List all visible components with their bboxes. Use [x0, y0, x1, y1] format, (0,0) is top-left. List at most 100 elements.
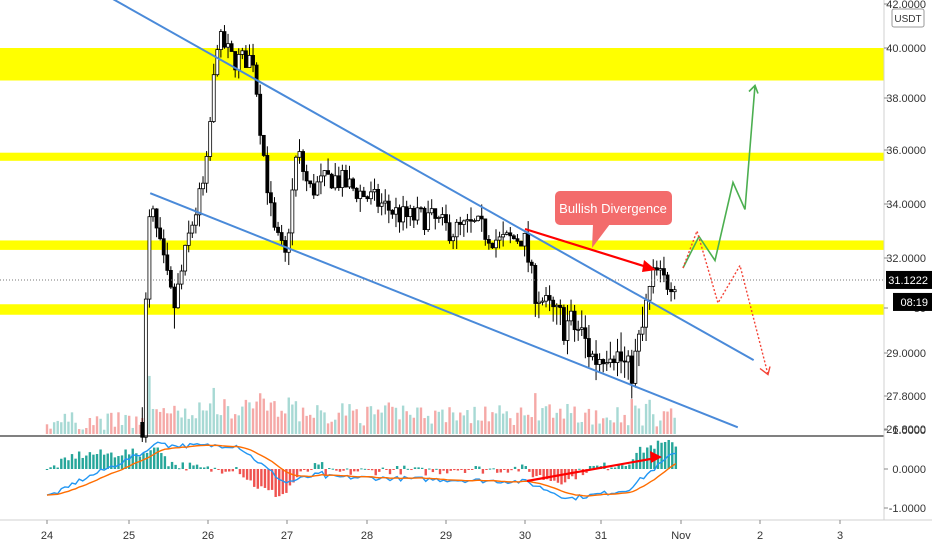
macd-histogram-bar	[403, 465, 406, 469]
volume-bar	[248, 402, 251, 434]
candle-body	[547, 295, 552, 301]
candle-body	[479, 215, 484, 220]
macd-histogram-bar	[260, 469, 263, 487]
candle-body	[397, 207, 402, 223]
candle-body	[168, 269, 173, 288]
candle-body	[490, 242, 495, 249]
bullish-arrowhead	[748, 84, 759, 94]
divergence-arrowhead-macd	[650, 451, 662, 463]
volume-bar	[176, 410, 180, 434]
volume-bar	[644, 403, 648, 434]
candle-body	[336, 175, 341, 189]
volume-bar	[305, 415, 308, 434]
macd-histogram-bar	[181, 462, 184, 469]
candle-body	[243, 50, 248, 68]
volume-bar	[444, 422, 448, 434]
candle-body	[143, 298, 148, 438]
volume-bar	[138, 424, 142, 434]
candle-body	[587, 338, 591, 358]
macd-histogram-bar	[288, 469, 292, 486]
volume-bar	[555, 412, 558, 434]
countdown-tag	[893, 292, 932, 311]
volume-bar	[648, 399, 651, 434]
volume-bar	[369, 406, 373, 434]
macd-histogram-bar	[606, 469, 610, 471]
volume-bar	[351, 410, 355, 434]
annotation-label: Bullish Divergence	[559, 201, 667, 216]
volume-bar	[462, 415, 466, 434]
candle-body	[193, 214, 198, 226]
volume-bar	[223, 399, 226, 434]
macd-histogram-bar	[578, 468, 581, 470]
volume-bar	[634, 405, 637, 434]
macd-histogram-bar	[428, 468, 431, 470]
volume-bar	[569, 413, 573, 434]
candle-body	[447, 222, 452, 242]
candle-body	[183, 244, 188, 272]
volume-bar	[309, 414, 312, 434]
volume-bar	[423, 418, 426, 434]
volume-bar	[88, 418, 92, 434]
volume-bar	[344, 415, 348, 434]
macd-histogram-bar	[456, 469, 460, 471]
macd-histogram-bar	[85, 455, 88, 469]
macd-histogram-bar	[624, 465, 628, 469]
macd-histogram-bar	[170, 461, 174, 469]
candle-body	[294, 156, 298, 191]
macd-histogram-bar	[292, 469, 295, 483]
candle-body	[665, 274, 670, 290]
macd-histogram-bar	[506, 469, 510, 473]
candle-body	[436, 217, 441, 219]
volume-bar	[666, 411, 669, 434]
macd-histogram-bar	[553, 469, 556, 481]
volume-bar	[348, 404, 351, 434]
macd-histogram-bar	[74, 458, 77, 469]
macd-histogram-bar	[603, 462, 606, 469]
candle-body	[519, 240, 523, 247]
candle-body	[451, 236, 456, 242]
time-tick-label: 31	[595, 530, 607, 542]
candle-body	[569, 310, 573, 322]
volume-bar	[291, 404, 294, 434]
volume-bar	[266, 410, 269, 434]
candle-body	[444, 214, 448, 224]
volume-bar	[230, 418, 233, 434]
macd-histogram-bar	[442, 469, 445, 471]
candle-body	[633, 350, 638, 384]
candle-body	[301, 151, 305, 172]
candle-body	[140, 421, 145, 438]
price-tick-label: 34.0000	[886, 199, 926, 211]
macd-histogram-bar	[656, 440, 660, 469]
macd-histogram-bar	[671, 442, 674, 469]
candle-body	[319, 175, 323, 183]
volume-bar	[155, 409, 158, 434]
volume-bar	[605, 417, 608, 434]
candle-body	[158, 227, 163, 240]
macd-histogram-bar	[474, 466, 477, 469]
candle-body	[347, 178, 352, 188]
candle-body	[251, 55, 255, 66]
candle-body	[561, 307, 566, 341]
volume-bar	[258, 393, 262, 434]
macd-histogram-bar	[663, 442, 667, 469]
volume-bar	[673, 417, 676, 434]
candle-body	[408, 208, 413, 218]
macd-histogram-bar	[142, 453, 145, 469]
candle-body	[411, 208, 416, 221]
macd-histogram-bar	[524, 466, 527, 469]
macd-histogram-bar	[328, 468, 331, 470]
candle-body	[361, 190, 366, 198]
candle-body	[229, 43, 234, 52]
candle-body	[340, 169, 345, 189]
macd-histogram-bar	[267, 469, 270, 491]
macd-histogram-bar	[378, 469, 381, 472]
volume-bar	[366, 406, 369, 434]
candle-body	[247, 55, 252, 68]
volume-bar	[627, 425, 630, 434]
macd-histogram-bar	[542, 469, 545, 480]
price-tick-label: 36.0000	[886, 145, 926, 157]
candle-body	[226, 43, 230, 48]
candle-body	[272, 202, 277, 228]
macd-histogram-bar	[420, 467, 424, 469]
macd-pane	[0, 435, 884, 501]
